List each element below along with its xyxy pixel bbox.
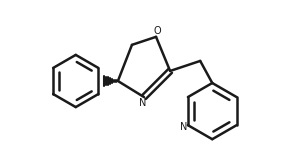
Text: N: N bbox=[180, 122, 188, 132]
Text: O: O bbox=[153, 26, 161, 36]
Text: N: N bbox=[139, 98, 147, 108]
